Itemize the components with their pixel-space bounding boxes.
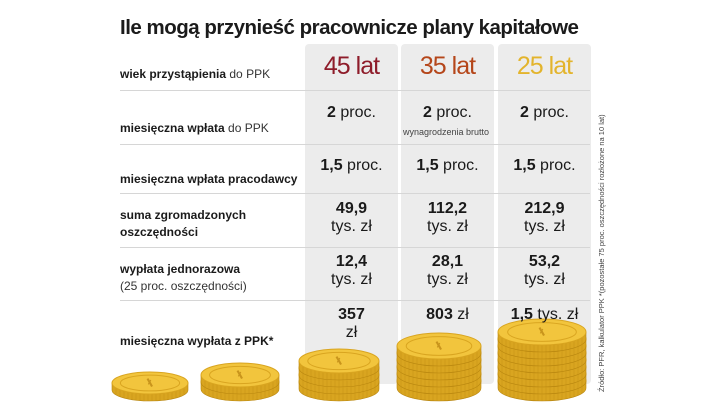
coin: ł [200,362,280,395]
cell-savings-35: 112,2 tys. zł [427,200,468,235]
chart-title: Ile mogą przynieść pracownicze plany kap… [120,16,579,39]
column-header-35: 35 lat [419,52,476,80]
cell-employer-35: 1,5 proc. [416,157,479,174]
row-divider [120,144,590,145]
column-bg-35 [401,44,494,384]
column-header-45: 45 lat [323,52,380,80]
coin: ł [396,332,482,367]
cell-contribution-45: 2 proc. [327,104,376,121]
row-label-employer-contribution: miesięczna wpłata pracodawcy [120,172,298,186]
coin: ł [497,318,587,353]
cell-contribution-35: 2 proc. [423,104,472,121]
cell-employer-25: 1,5 proc. [513,157,576,174]
cell-payout-45: 357 zł [338,306,365,341]
row-divider [120,300,590,301]
cell-contribution-25: 2 proc. [520,104,569,121]
row-label-monthly-contribution: miesięczna wpłata do PPK [120,121,269,135]
cell-savings-25: 212,9 tys. zł [524,200,565,235]
column-bg-45 [305,44,398,384]
row-label-monthly-payout: miesięczna wypłata z PPK* [120,334,274,348]
row-divider [120,90,590,91]
coin: ł [298,348,380,381]
cell-payout-25: 1,5 tys. zł [510,306,579,323]
cell-savings-45: 49,9 tys. zł [331,200,372,235]
cell-lump-25: 53,2 tys. zł [524,253,565,288]
source-note: Źródło: PFR, kalkulator PPK *(pozostałe … [597,114,606,392]
contribution-note: wynagrodzenia brutto [402,127,490,137]
cell-payout-35: 803 zł [426,306,469,323]
row-label-age: wiek przystąpienia do PPK [120,67,271,81]
column-header-25: 25 lat [516,52,573,80]
row-divider [120,193,590,194]
cell-lump-45: 12,4 tys. zł [331,253,372,288]
row-label-savings: suma zgromadzonych oszczędności [120,208,247,239]
cell-employer-45: 1,5 proc. [320,157,383,174]
cell-lump-35: 28,1 tys. zł [427,253,468,288]
row-label-lump-sum: wypłata jednorazowa (25 proc. oszczędnośc… [120,262,247,293]
row-divider [120,247,590,248]
coin: ł [111,371,189,402]
